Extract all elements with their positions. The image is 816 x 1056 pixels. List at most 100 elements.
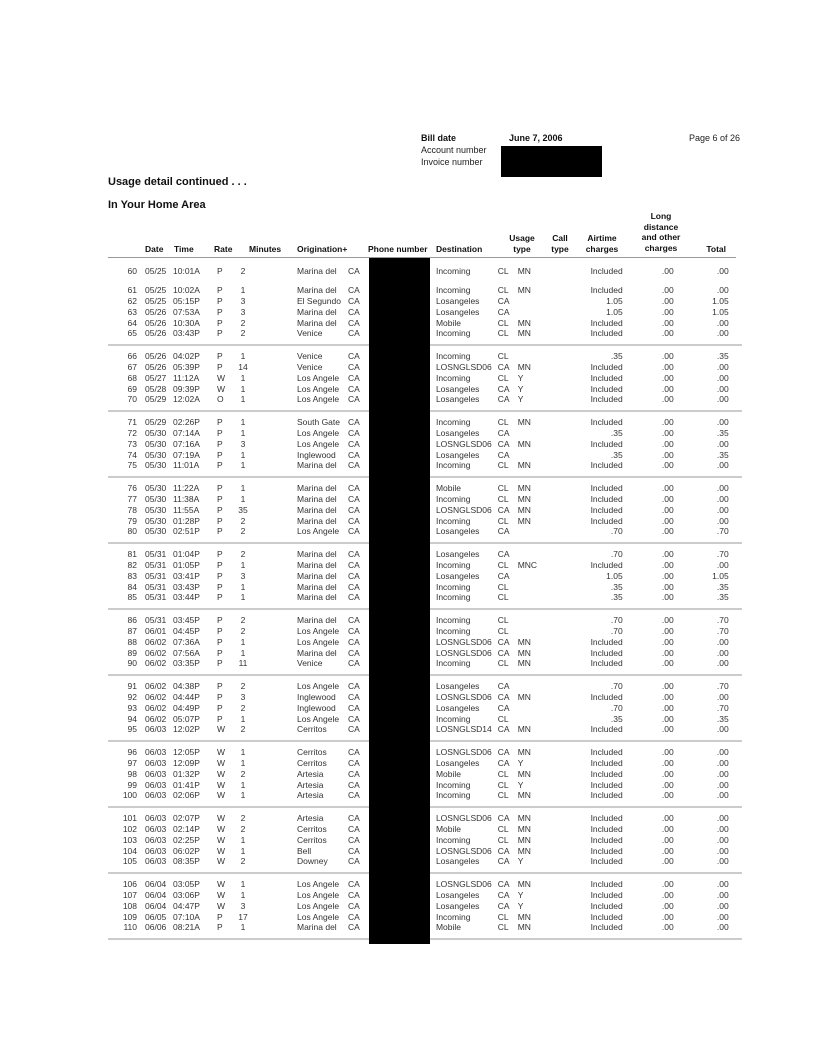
divider-cell bbox=[583, 258, 626, 266]
cell-call-type bbox=[551, 747, 584, 758]
cell-origination: Los Angele bbox=[297, 526, 340, 537]
cell-total: .00 bbox=[716, 779, 729, 790]
redacted-phone-number bbox=[368, 383, 430, 395]
cell-date: 05/26 bbox=[145, 317, 167, 328]
cell-minutes: 1 bbox=[240, 922, 246, 933]
cell-date: 06/04 bbox=[145, 889, 167, 900]
divider-cell bbox=[170, 405, 210, 418]
divider-cell bbox=[583, 735, 626, 748]
cell-total: .00 bbox=[716, 900, 729, 911]
divider-cell bbox=[210, 276, 230, 286]
cell-long-distance-charges: .00 bbox=[661, 449, 674, 460]
cell-total: .00 bbox=[716, 483, 729, 494]
cell-rate: P bbox=[217, 560, 223, 571]
cell-call-type bbox=[551, 658, 584, 669]
divider-cell bbox=[625, 405, 677, 418]
divider-cell bbox=[676, 276, 742, 286]
cell-long-distance-charges: .00 bbox=[661, 483, 674, 494]
cell-time: 07:16A bbox=[173, 438, 200, 449]
cell-minutes: 1 bbox=[240, 372, 246, 383]
cell-long-distance-charges: .00 bbox=[661, 636, 674, 647]
table-row: 73 05/30 07:16A P 3 Los Angele CA LOSNGLSD06 CA M… bbox=[108, 438, 742, 450]
cell-origination-state: CA bbox=[347, 449, 360, 460]
cell-date: 06/02 bbox=[145, 681, 167, 692]
cell-origination: Inglewood bbox=[297, 692, 336, 702]
cell-usage-type: MN bbox=[517, 515, 531, 526]
cell-origination-state: CA bbox=[347, 372, 360, 383]
cell-rate: P bbox=[217, 362, 223, 373]
cell-minutes: 2 bbox=[240, 549, 246, 560]
cell-destination-state: CA bbox=[497, 570, 510, 581]
divider-cell bbox=[429, 603, 496, 616]
divider-cell bbox=[140, 735, 170, 748]
divider-cell bbox=[625, 339, 677, 352]
cell-call-type bbox=[551, 790, 584, 801]
cell-origination: Los Angele bbox=[297, 383, 340, 394]
cell-minutes: 1 bbox=[240, 647, 246, 658]
redacted-phone-number bbox=[368, 317, 430, 329]
divider-cell bbox=[256, 735, 345, 748]
table-row: 74 05/30 07:19A P 1 Inglewood CA Losangeles CA .3… bbox=[108, 449, 742, 461]
cell-rate: P bbox=[217, 483, 223, 494]
cell-destination-state: CL bbox=[497, 328, 509, 339]
cell-number: 80 bbox=[127, 526, 137, 537]
divider-cell bbox=[513, 735, 551, 748]
divider-cell bbox=[550, 339, 584, 352]
cell-number: 98 bbox=[127, 768, 137, 779]
divider-cell bbox=[429, 801, 496, 814]
redacted-phone-number bbox=[368, 867, 430, 880]
cell-time: 12:09P bbox=[173, 757, 200, 768]
divider-cell bbox=[495, 471, 514, 484]
cell-time: 04:47P bbox=[173, 900, 200, 911]
divider-cell bbox=[170, 537, 210, 550]
cell-usage-type: MN bbox=[517, 438, 531, 449]
cell-number: 62 bbox=[127, 296, 137, 307]
cell-origination-state: CA bbox=[347, 911, 360, 922]
cell-rate: W bbox=[217, 813, 226, 824]
redacted-phone-number bbox=[368, 768, 430, 780]
cell-time: 11:12A bbox=[173, 372, 200, 383]
cell-airtime-charges: .70 bbox=[610, 626, 623, 637]
divider-cell bbox=[344, 801, 369, 814]
cell-destination: Incoming bbox=[435, 911, 471, 922]
cell-date: 06/03 bbox=[145, 747, 167, 758]
cell-date: 05/28 bbox=[145, 383, 167, 394]
cell-number: 89 bbox=[127, 647, 137, 658]
cell-airtime-charges: Included bbox=[590, 658, 623, 669]
redacted-phone-number bbox=[368, 834, 430, 846]
cell-long-distance-charges: .00 bbox=[661, 813, 674, 824]
table-row: 68 05/27 11:12A W 1 Los Angele CA Incoming CL Y In… bbox=[108, 372, 742, 384]
divider-cell bbox=[210, 405, 230, 418]
cell-origination-state: CA bbox=[347, 362, 360, 373]
cell-call-type bbox=[551, 296, 584, 307]
cell-time: 10:30A bbox=[173, 317, 200, 328]
redacted-phone-number bbox=[368, 471, 430, 484]
cell-usage-type: MN bbox=[517, 790, 531, 801]
cell-usage-type bbox=[514, 626, 551, 637]
cell-usage-type bbox=[514, 526, 551, 537]
cell-origination-state: CA bbox=[347, 515, 360, 526]
divider-cell bbox=[583, 537, 626, 550]
cell-origination-state: CA bbox=[347, 856, 360, 867]
cell-destination-state: CA bbox=[497, 504, 510, 515]
divider-cell bbox=[140, 801, 170, 814]
cell-number: 106 bbox=[122, 879, 137, 890]
cell-date: 05/30 bbox=[145, 526, 167, 537]
divider-cell bbox=[256, 405, 345, 418]
divider-cell bbox=[108, 537, 140, 550]
redacted-phone-number bbox=[368, 626, 430, 637]
table-row: 83 05/31 03:41P P 3 Marina del CA Losangeles CA 1… bbox=[108, 570, 742, 582]
cell-origination: Marina del bbox=[297, 615, 337, 626]
cell-date: 05/30 bbox=[145, 494, 167, 505]
divider-cell bbox=[256, 669, 345, 682]
cell-rate: W bbox=[217, 747, 226, 758]
cell-long-distance-charges: .00 bbox=[661, 438, 674, 449]
cell-minutes: 1 bbox=[240, 581, 246, 592]
cell-usage-type: MN bbox=[517, 317, 531, 328]
cell-minutes: 2 bbox=[240, 681, 246, 692]
redacted-phone-number bbox=[368, 669, 430, 682]
divider-cell bbox=[550, 867, 584, 880]
table-row: 60 05/25 10:01A P 2 Marina del CA Incoming CL MN I… bbox=[108, 265, 742, 277]
cell-rate: W bbox=[217, 768, 226, 779]
cell-destination: Losangeles bbox=[435, 889, 480, 900]
